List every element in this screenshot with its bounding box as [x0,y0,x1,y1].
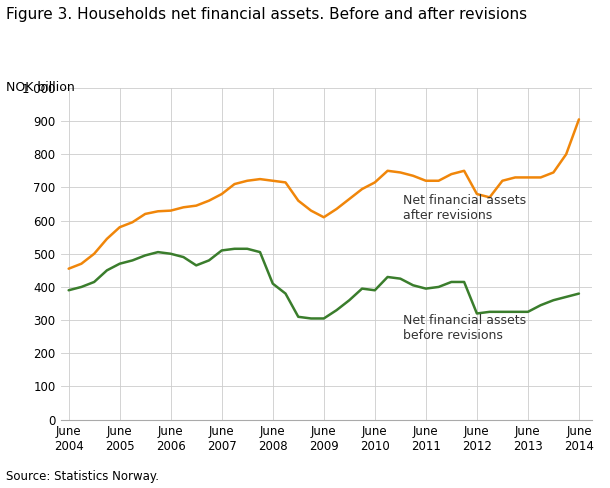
Text: Figure 3. Households net financial assets. Before and after revisions: Figure 3. Households net financial asset… [6,7,527,22]
Text: Net financial assets
before revisions: Net financial assets before revisions [403,314,526,343]
Text: Net financial assets
after revisions: Net financial assets after revisions [403,194,526,222]
Text: Source: Statistics Norway.: Source: Statistics Norway. [6,470,159,483]
Text: NOK billion: NOK billion [6,81,75,94]
